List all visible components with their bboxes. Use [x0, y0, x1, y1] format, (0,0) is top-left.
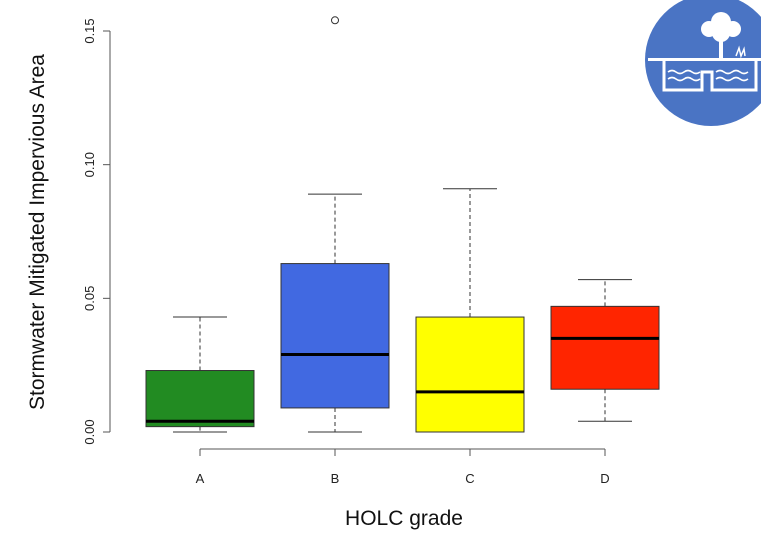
box-body — [145, 370, 255, 428]
box-B — [280, 16, 390, 433]
x-tick-label: B — [331, 471, 340, 486]
box-body — [280, 263, 390, 409]
box-body — [415, 316, 525, 433]
y-tick-label: 0.00 — [82, 419, 97, 444]
x-tick-label: C — [465, 471, 474, 486]
outlier-point — [331, 16, 339, 25]
stormwater-tree-logo-icon — [645, 0, 761, 126]
x-axis-title: HOLC grade — [345, 507, 463, 530]
y-tick-label: 0.15 — [82, 18, 97, 43]
x-tick-label: D — [600, 471, 609, 486]
x-tick-label: A — [196, 471, 205, 486]
boxes — [145, 16, 660, 433]
y-axis-title: Stormwater Mitigated Impervious Area — [26, 54, 49, 410]
axes — [109, 31, 605, 450]
box-D — [550, 279, 660, 422]
y-tick-label: 0.05 — [82, 286, 97, 311]
box-body — [550, 305, 660, 390]
box-C — [415, 188, 525, 433]
box-A — [145, 316, 255, 433]
y-tick-label: 0.10 — [82, 152, 97, 177]
y-ticks: 0.00 0.05 0.10 0.15 — [82, 18, 110, 445]
x-ticks: A B C D — [196, 449, 610, 486]
